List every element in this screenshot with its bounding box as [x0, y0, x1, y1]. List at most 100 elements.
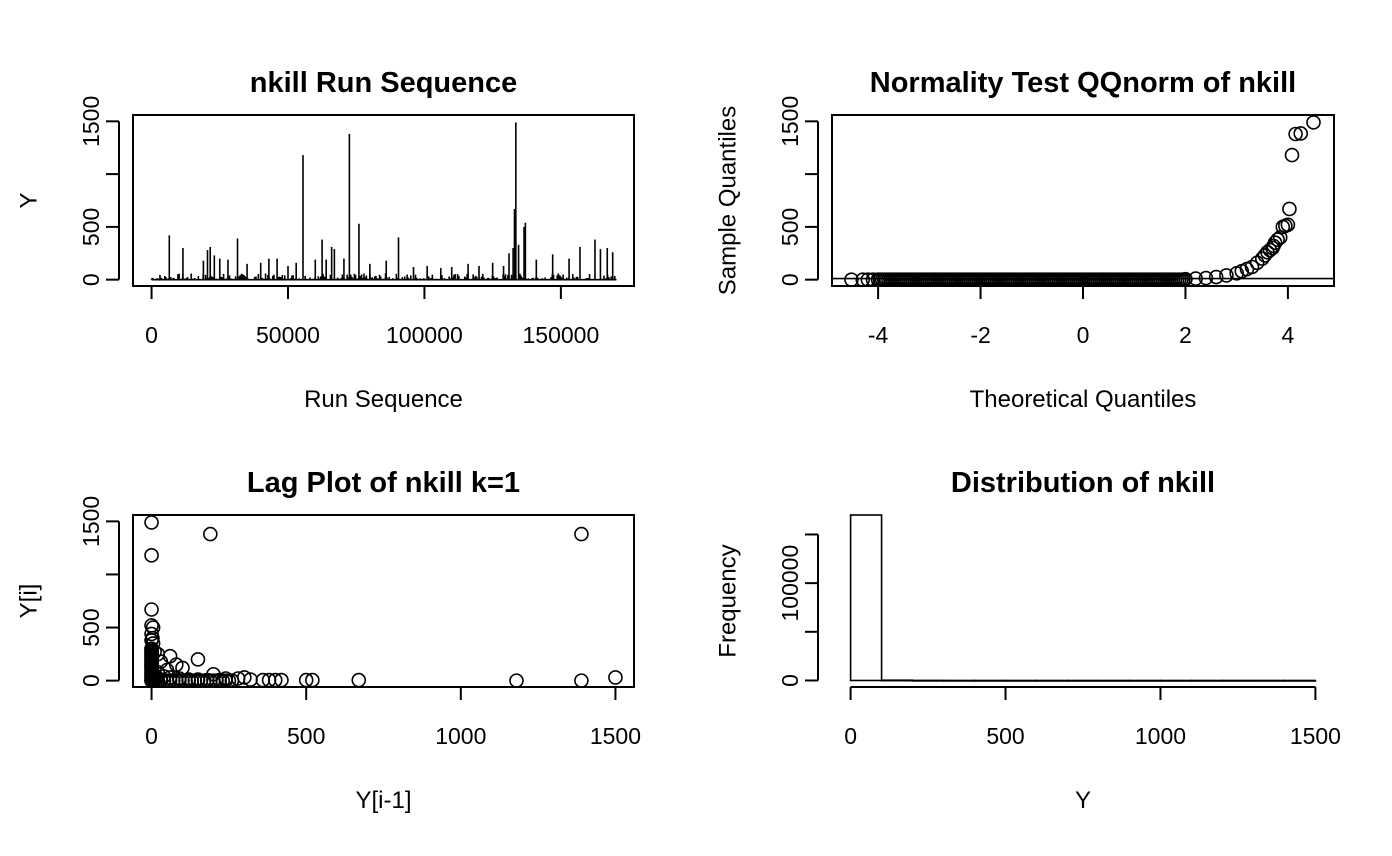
- qq-point: [870, 272, 886, 287]
- qq-point: [860, 272, 876, 287]
- x-tick-label: -4: [868, 322, 889, 348]
- qq-point: [1249, 255, 1265, 271]
- run-sequence-series: [150, 122, 617, 281]
- x-tick-label: 100000: [386, 322, 463, 348]
- x-tick-label: 150000: [522, 322, 599, 348]
- y-tick-label: 500: [78, 608, 104, 646]
- histogram-bar: [1190, 679, 1224, 682]
- chart-title: nkill Run Sequence: [250, 67, 518, 99]
- x-tick-label: 0: [844, 723, 857, 749]
- lag-point: [190, 672, 206, 687]
- x-tick-label: 500: [986, 723, 1024, 749]
- lag-point: [267, 672, 283, 688]
- lag-point: [144, 548, 159, 563]
- chart-title: Normality Test QQnorm of nkill: [870, 67, 1296, 99]
- x-axis-label: Y: [1075, 787, 1091, 814]
- lag-point: [574, 526, 589, 542]
- qq-point: [1267, 235, 1283, 251]
- qq-point: [1262, 242, 1278, 258]
- x-tick-label: 0: [145, 322, 158, 348]
- y-axis-label: Frequency: [714, 544, 741, 657]
- qq-point: [1219, 268, 1234, 283]
- lag-point: [144, 602, 159, 617]
- lag-point: [509, 673, 524, 688]
- qq-point: [1293, 126, 1309, 141]
- lag-point: [162, 670, 178, 685]
- histogram-bar: [1159, 679, 1193, 682]
- x-axis-label: Y[i-1]: [355, 787, 411, 814]
- y-tick-label: 0: [777, 674, 803, 687]
- lag-point: [608, 670, 623, 685]
- x-tick-label: 1000: [1135, 723, 1186, 749]
- lag-point: [175, 660, 190, 676]
- y-tick-label: 1500: [78, 496, 104, 547]
- lag-point: [203, 526, 218, 542]
- y-tick-label: 0: [78, 273, 104, 286]
- histogram-bar: [1097, 679, 1131, 682]
- lag-point: [274, 672, 289, 688]
- y-tick-label: 500: [777, 208, 803, 246]
- qq-point: [1282, 201, 1297, 217]
- qq-point: [855, 272, 871, 287]
- histogram-bar: [1066, 679, 1100, 682]
- histogram-bar: [849, 514, 883, 682]
- lag-point: [305, 672, 320, 688]
- lag-point: [190, 652, 206, 667]
- x-tick-label: 1500: [1290, 723, 1341, 749]
- plot-frame: [831, 114, 1335, 287]
- qq-point: [1208, 269, 1224, 285]
- lag-point: [181, 672, 196, 687]
- x-tick-label: 1500: [590, 723, 641, 749]
- histogram-bar: [973, 679, 1007, 682]
- y-axis-label: Y: [15, 192, 42, 208]
- histogram-bar: [1128, 679, 1162, 682]
- y-tick-label: 0: [777, 273, 803, 286]
- y-axis-label: Sample Quantiles: [714, 106, 741, 295]
- histogram-bar: [942, 679, 976, 682]
- x-tick-label: 50000: [256, 322, 320, 348]
- y-tick-label: 1500: [777, 96, 803, 147]
- x-tick-label: 4: [1281, 322, 1294, 348]
- y-axis-label: Y[i]: [15, 584, 42, 619]
- x-tick-label: 2: [1179, 322, 1192, 348]
- y-tick-label: 500: [78, 208, 104, 246]
- histogram-bar: [1221, 679, 1255, 682]
- histogram-bar: [1252, 679, 1286, 682]
- qq-point: [844, 272, 859, 287]
- y-tick-label: 100000: [777, 545, 803, 622]
- lag-point: [172, 671, 187, 686]
- histogram-bar: [911, 679, 945, 682]
- lag-point: [224, 673, 240, 688]
- lag-point: [153, 672, 169, 687]
- y-tick-label: 0: [78, 674, 104, 687]
- x-axis-label: Run Sequence: [304, 386, 463, 413]
- qq-point: [1257, 248, 1273, 263]
- lag-point: [144, 515, 159, 530]
- qq-point: [1244, 259, 1260, 275]
- qq-point: [1284, 147, 1300, 163]
- qq-points: [844, 115, 1321, 287]
- lag-point: [298, 672, 314, 688]
- qq-point: [1306, 115, 1321, 130]
- lag-point: [351, 672, 367, 688]
- chart-title: Distribution of nkill: [951, 467, 1215, 499]
- histogram-bars: [849, 514, 1317, 682]
- qq-point: [1280, 217, 1296, 233]
- qq-point: [1288, 126, 1303, 142]
- histogram-bar: [880, 679, 914, 682]
- qq-point: [1270, 232, 1285, 247]
- lag-points: [144, 515, 623, 688]
- x-tick-label: 0: [1077, 322, 1090, 348]
- y-tick-label: 1500: [78, 96, 104, 147]
- histogram-bar: [1004, 679, 1038, 682]
- chart-title: Lag Plot of nkill k=1: [247, 467, 520, 499]
- x-tick-label: -2: [970, 322, 990, 348]
- x-tick-label: 1000: [435, 723, 486, 749]
- histogram-bar: [1035, 679, 1069, 682]
- x-tick-label: 500: [287, 723, 325, 749]
- lag-point: [145, 672, 161, 688]
- qq-point: [865, 272, 881, 287]
- lag-point: [574, 673, 589, 688]
- histogram-bar: [1283, 679, 1317, 682]
